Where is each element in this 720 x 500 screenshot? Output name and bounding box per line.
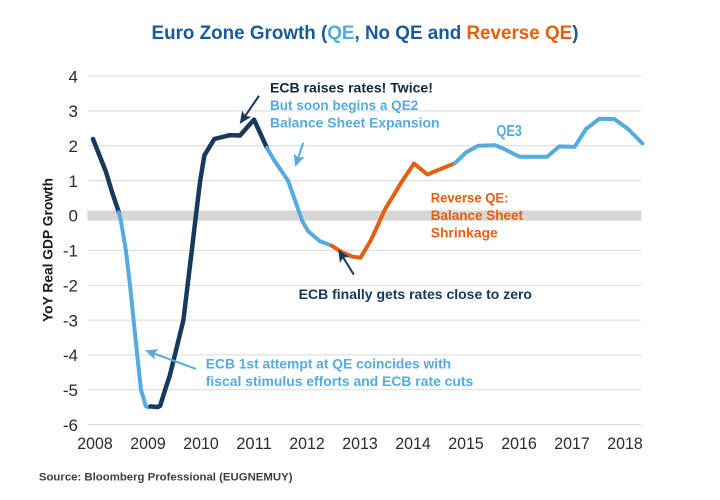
svg-text:-2: -2 [63,276,78,295]
svg-text:3: 3 [69,102,78,121]
svg-text:2010: 2010 [183,434,219,453]
svg-text:2016: 2016 [501,434,537,453]
svg-text:Balance Sheet Expansion: Balance Sheet Expansion [270,116,440,132]
svg-text:2009: 2009 [130,434,166,453]
svg-text:2: 2 [69,137,78,156]
svg-text:fiscal stimulus efforts and EC: fiscal stimulus efforts and ECB rate cut… [206,374,474,389]
svg-text:Reverse QE:: Reverse QE: [431,190,509,206]
svg-text:2015: 2015 [448,434,484,453]
svg-text:2018: 2018 [607,434,643,453]
svg-text:1: 1 [69,172,78,191]
svg-text:2012: 2012 [289,434,325,453]
svg-text:Balance Sheet: Balance Sheet [431,208,524,224]
svg-text:-3: -3 [63,311,78,330]
svg-text:QE3: QE3 [497,123,523,140]
svg-text:Source: Bloomberg Professional: Source: Bloomberg Professional (EUGNEMUY… [39,472,293,484]
svg-text:-1: -1 [63,242,78,261]
svg-text:Euro Zone Growth (QE, No QE an: Euro Zone Growth (QE, No QE and Reverse … [152,23,579,44]
svg-text:-4: -4 [63,346,78,365]
svg-text:2011: 2011 [236,434,272,453]
svg-text:ECB raises rates! Twice!: ECB raises rates! Twice! [270,81,433,97]
svg-text:YoY Real GDP Growth: YoY Real GDP Growth [41,178,56,322]
svg-text:-6: -6 [63,416,78,435]
svg-text:-5: -5 [63,381,78,400]
svg-text:ECB 1st attempt at QE coincide: ECB 1st attempt at QE coincides with [206,357,451,372]
svg-text:0: 0 [69,207,78,226]
svg-text:4: 4 [69,67,78,86]
svg-text:But soon begins a QE2: But soon begins a QE2 [270,98,418,114]
svg-text:ECB finally gets rates close t: ECB finally gets rates close to zero [299,287,532,302]
svg-text:2013: 2013 [342,434,378,453]
svg-text:2014: 2014 [395,434,431,453]
svg-text:2017: 2017 [554,434,590,453]
svg-text:Shrinkage: Shrinkage [431,225,498,241]
svg-text:2008: 2008 [77,434,113,453]
